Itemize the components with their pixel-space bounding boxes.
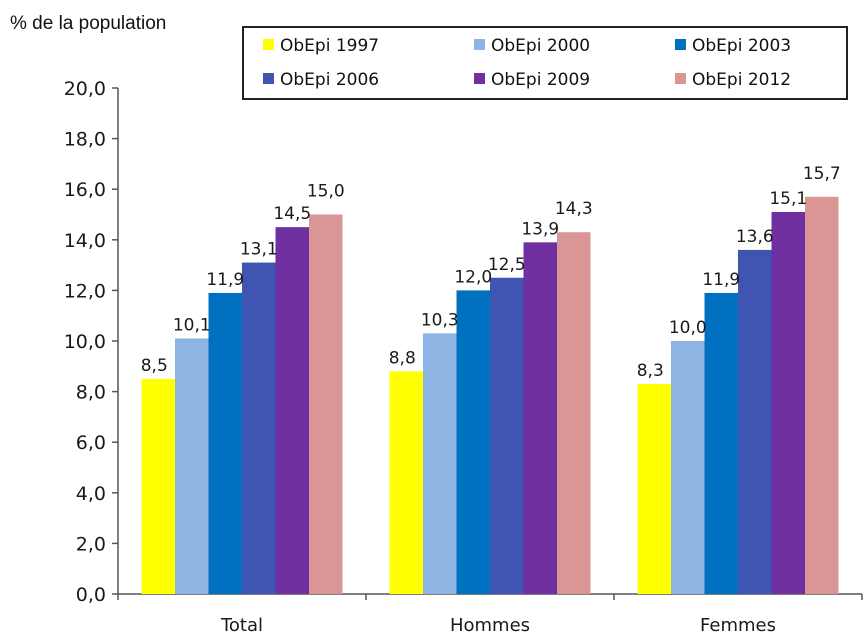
bar	[671, 341, 705, 594]
data-label: 13,1	[240, 240, 278, 260]
legend: ObEpi 1997 ObEpi 2000 ObEpi 2003 ObEpi 2006…	[242, 26, 848, 100]
y-tick-label: 12,0	[64, 280, 106, 302]
legend-swatch	[263, 39, 274, 50]
bar	[389, 371, 423, 594]
y-tick-label: 16,0	[64, 179, 106, 201]
data-label: 15,0	[307, 182, 345, 202]
y-tick-label: 14,0	[64, 230, 106, 252]
y-tick-label: 4,0	[76, 483, 106, 505]
y-axis-title: % de la population	[10, 13, 166, 34]
legend-swatch	[474, 73, 485, 84]
bars	[141, 196, 839, 595]
data-label: 12,0	[454, 267, 492, 287]
data-label: 10,1	[173, 315, 211, 335]
data-label: 11,9	[702, 270, 740, 290]
y-tick-label: 0,0	[76, 584, 106, 606]
y-tick-label: 18,0	[64, 129, 106, 151]
bar	[141, 378, 175, 594]
y-tick-label: 6,0	[76, 432, 106, 454]
bar	[275, 227, 309, 594]
data-label: 10,0	[669, 318, 707, 338]
bar	[242, 262, 276, 594]
bar	[423, 333, 457, 594]
bar	[309, 214, 343, 594]
data-label: 8,5	[141, 356, 168, 376]
legend-box	[242, 26, 848, 100]
data-label: 13,9	[521, 219, 559, 239]
data-label: 13,6	[736, 227, 774, 247]
data-label: 12,5	[488, 255, 526, 275]
bar	[738, 249, 772, 595]
bar	[456, 290, 490, 594]
category-label: Total	[220, 615, 263, 636]
bar	[637, 384, 671, 594]
data-label: 14,5	[273, 204, 311, 224]
data-label: 8,8	[389, 348, 416, 368]
legend-label: ObEpi 2006	[280, 70, 379, 90]
bar	[490, 277, 524, 594]
y-tick-label: 10,0	[64, 331, 106, 353]
legend-swatch	[675, 39, 686, 50]
category-label: Hommes	[450, 615, 530, 636]
legend-label: ObEpi 1997	[280, 36, 379, 56]
y-tick-label: 2,0	[76, 533, 106, 555]
y-tick-label: 20,0	[64, 78, 106, 100]
category-label: Femmes	[700, 615, 776, 636]
bar	[523, 242, 557, 594]
bar	[175, 338, 209, 594]
y-tick-label: 8,0	[76, 382, 106, 404]
bar	[805, 196, 839, 595]
data-labels: 8,5 10,1 11,9 13,1 14,515,0 8,810,3 12,012,5 13…	[141, 164, 841, 381]
data-label: 15,1	[769, 189, 807, 209]
bar	[208, 292, 242, 594]
legend-label: ObEpi 2003	[692, 36, 791, 56]
bar	[557, 232, 591, 594]
legend-label: ObEpi 2009	[491, 70, 590, 90]
axes: 0,0 2,0 4,0 6,0 8,0 10,0 12,0 14,0 16,0 18,0 20,0 T…	[64, 78, 863, 636]
legend-swatch	[675, 73, 686, 84]
bar	[771, 211, 805, 594]
bar	[704, 292, 738, 594]
legend-swatch	[474, 39, 485, 50]
data-label: 8,3	[637, 361, 664, 381]
legend-swatch	[263, 73, 274, 84]
legend-label: ObEpi 2000	[491, 36, 590, 56]
data-label: 11,9	[206, 270, 244, 290]
data-label: 14,3	[555, 199, 593, 219]
legend-label: ObEpi 2012	[692, 70, 791, 90]
data-label: 10,3	[421, 310, 459, 330]
data-label: 15,7	[803, 164, 841, 184]
